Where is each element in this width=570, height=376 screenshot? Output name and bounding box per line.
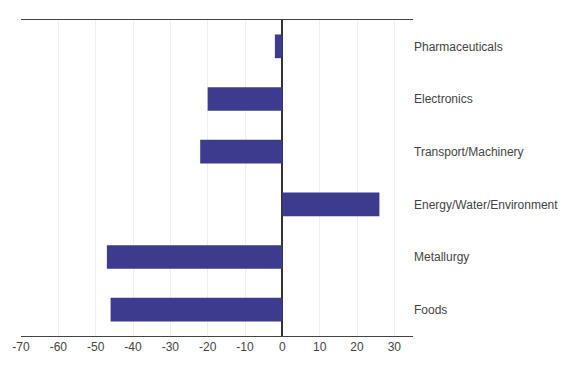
svg-text:-20: -20 [199,340,217,354]
svg-text:20: 20 [350,340,364,354]
svg-text:Pharmaceuticals: Pharmaceuticals [414,40,503,54]
svg-text:Electronics: Electronics [414,92,473,106]
svg-text:-30: -30 [162,340,180,354]
svg-text:-70: -70 [12,340,30,354]
svg-text:Transport/Machinery: Transport/Machinery [414,145,524,159]
svg-text:10: 10 [313,340,327,354]
svg-text:-50: -50 [87,340,105,354]
svg-text:-10: -10 [236,340,254,354]
svg-text:Foods: Foods [414,303,447,317]
svg-text:-40: -40 [124,340,142,354]
svg-text:30: 30 [388,340,402,354]
svg-text:-60: -60 [50,340,68,354]
svg-text:Energy/Water/Environment: Energy/Water/Environment [414,198,558,212]
svg-text:Metallurgy: Metallurgy [414,250,469,264]
svg-text:0: 0 [279,340,286,354]
